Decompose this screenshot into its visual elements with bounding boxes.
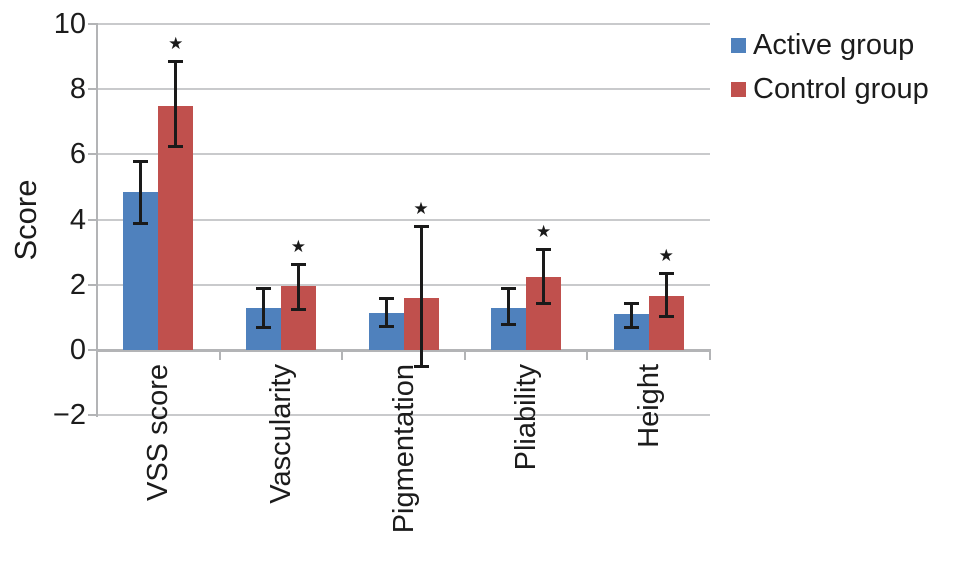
error-bar-cap-top bbox=[290, 262, 306, 266]
error-bar-cap-bottom bbox=[623, 326, 639, 330]
error-bar-cap-top bbox=[378, 296, 394, 300]
error-bar-cap-top bbox=[501, 287, 517, 291]
error-bar-cap-top bbox=[623, 301, 639, 305]
error-bar-line-active-group bbox=[384, 297, 388, 326]
error-bar-line-control-group bbox=[664, 273, 668, 316]
y-tick-label: 10 bbox=[53, 8, 86, 40]
error-bar-cap-bottom bbox=[255, 326, 271, 330]
x-axis-tick bbox=[463, 351, 466, 360]
x-axis-tick bbox=[96, 351, 98, 360]
error-bar-line-control-group bbox=[174, 61, 178, 147]
error-bar-line-active-group bbox=[261, 288, 265, 328]
significance-marker: ★ bbox=[658, 246, 674, 266]
x-category-label: Pigmentation bbox=[387, 364, 420, 534]
x-axis-line bbox=[96, 349, 711, 352]
y-tick-label: 0 bbox=[69, 334, 86, 366]
y-axis-tick bbox=[88, 414, 97, 417]
gridline bbox=[97, 23, 710, 25]
x-axis-tick bbox=[218, 351, 221, 360]
y-tick-label: −2 bbox=[52, 399, 86, 432]
error-bar-cap-top bbox=[413, 225, 429, 229]
legend: Active group Control group bbox=[731, 23, 929, 111]
error-bar-cap-top bbox=[255, 287, 271, 291]
x-axis-tick bbox=[341, 351, 344, 360]
significance-marker: ★ bbox=[413, 199, 429, 219]
y-tick-label: 4 bbox=[69, 203, 86, 236]
error-bar-cap-bottom bbox=[658, 314, 674, 318]
error-bar-line-active-group bbox=[139, 160, 143, 223]
y-axis-line bbox=[96, 23, 98, 418]
legend-label-control: Control group bbox=[753, 72, 929, 105]
error-bar-cap-top bbox=[133, 159, 149, 163]
error-bar-cap-bottom bbox=[290, 308, 306, 312]
gridline bbox=[97, 153, 710, 156]
significance-marker: ★ bbox=[290, 236, 307, 256]
gridline bbox=[97, 414, 710, 417]
error-bar-line-active-group bbox=[629, 302, 633, 328]
error-bar-cap-top bbox=[536, 247, 552, 251]
y-tick-label: 6 bbox=[69, 138, 86, 171]
error-bar-cap-bottom bbox=[168, 145, 184, 149]
y-axis-tick bbox=[88, 349, 97, 351]
y-tick-label: 8 bbox=[69, 73, 86, 106]
legend-label-active: Active group bbox=[753, 28, 915, 61]
error-bar-line-active-group bbox=[507, 288, 511, 324]
x-category-label: Vascularity bbox=[264, 364, 297, 504]
legend-swatch-control-icon bbox=[731, 81, 746, 97]
error-bar-line-control-group bbox=[542, 248, 546, 303]
y-axis-tick bbox=[88, 153, 97, 156]
gridline bbox=[97, 218, 710, 221]
gridline bbox=[97, 283, 710, 286]
y-axis-tick bbox=[88, 283, 97, 286]
x-axis-tick bbox=[709, 351, 711, 360]
significance-marker: ★ bbox=[535, 221, 552, 241]
error-bar-cap-bottom bbox=[536, 301, 552, 305]
legend-item-control-group: Control group bbox=[731, 67, 929, 111]
error-bar-cap-bottom bbox=[501, 322, 517, 326]
legend-item-active-group: Active group bbox=[731, 23, 929, 67]
error-bar-cap-top bbox=[658, 272, 674, 276]
error-bar-cap-bottom bbox=[378, 324, 394, 328]
error-bar-cap-bottom bbox=[133, 221, 149, 225]
error-bar-line-control-group bbox=[296, 263, 300, 310]
error-bar-cap-bottom bbox=[413, 365, 429, 369]
gridline bbox=[97, 88, 710, 91]
y-axis-tick bbox=[88, 23, 97, 25]
x-axis-tick bbox=[586, 351, 589, 360]
y-axis-tick bbox=[88, 88, 97, 91]
error-bar-cap-top bbox=[168, 60, 184, 64]
significance-marker: ★ bbox=[168, 34, 184, 54]
y-tick-label: 2 bbox=[69, 268, 86, 301]
x-category-label: Height bbox=[632, 364, 665, 448]
y-axis-tick bbox=[88, 218, 97, 221]
x-category-label: VSS score bbox=[142, 364, 175, 501]
legend-swatch-active-icon bbox=[731, 37, 746, 53]
x-category-label: Pliability bbox=[510, 364, 543, 471]
error-bar-line-control-group bbox=[419, 226, 423, 367]
